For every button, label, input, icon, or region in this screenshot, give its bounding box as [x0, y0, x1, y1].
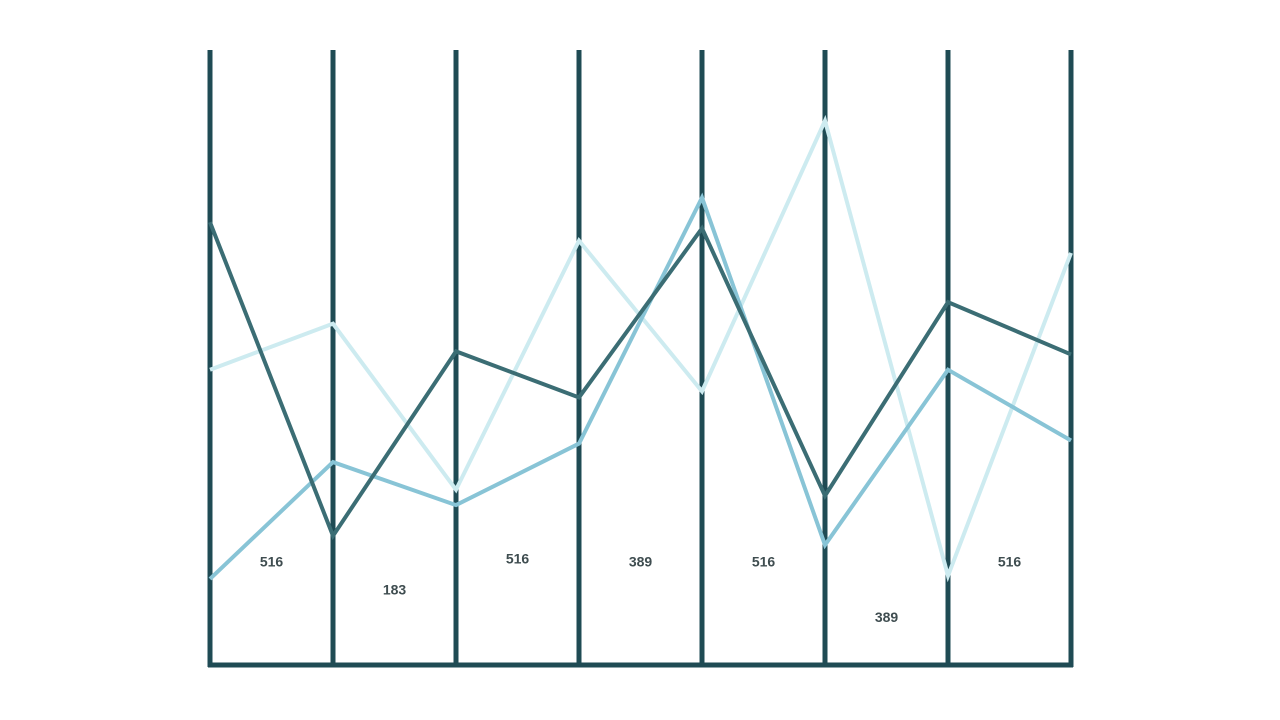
series-line-2: [208, 192, 1072, 581]
value-label-4: 389: [629, 554, 653, 570]
value-label-1: 516: [260, 554, 284, 570]
series-line-3: [209, 114, 1073, 583]
value-labels-layer: 516 183 516 389 516 389 516: [260, 551, 1022, 625]
value-label-2: 183: [383, 581, 407, 597]
value-label-6: 389: [875, 609, 899, 625]
value-label-5: 516: [752, 554, 776, 570]
axes-layer: [207, 50, 1074, 668]
value-label-3: 516: [506, 551, 530, 567]
series-layer: [208, 114, 1073, 583]
value-label-7: 516: [998, 554, 1022, 570]
series-line-1: [208, 221, 1072, 541]
